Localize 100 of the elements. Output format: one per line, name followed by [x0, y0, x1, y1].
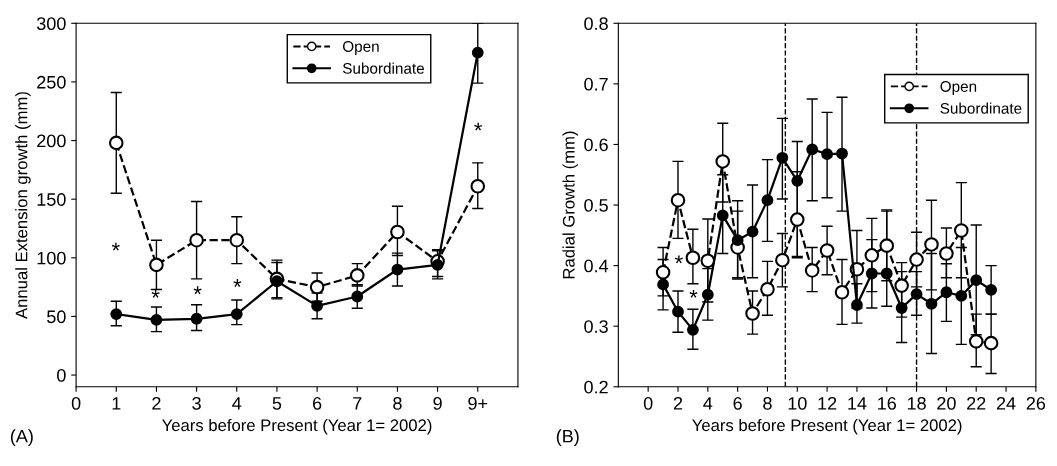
y-tick-label: 0.4 — [584, 259, 609, 273]
point — [657, 278, 669, 291]
point — [894, 278, 909, 293]
point — [670, 192, 686, 208]
y-tick-label: 0.8 — [584, 17, 608, 31]
point — [110, 308, 123, 320]
point — [431, 258, 444, 271]
point — [230, 308, 243, 320]
point — [836, 147, 848, 160]
point — [895, 302, 908, 314]
x-tick-label: 4 — [232, 397, 242, 410]
point — [701, 288, 714, 301]
x-tick-label: 18 — [907, 396, 926, 410]
x-tick-label: 9 — [433, 396, 442, 410]
point — [834, 284, 850, 300]
x-tick-label: 4 — [703, 397, 713, 410]
y-axis-title: Radial Growth (mm) — [562, 131, 578, 279]
point — [791, 174, 804, 187]
point — [229, 232, 245, 248]
point — [955, 290, 968, 302]
point — [746, 225, 759, 238]
x-tick-label: 14 — [848, 397, 867, 410]
x-axis-title: Years before Present (Year 1= 2002) — [692, 418, 962, 435]
legend-label: Open — [940, 81, 977, 95]
point — [685, 250, 701, 266]
y-tick-label: 200 — [37, 134, 66, 148]
point — [149, 257, 164, 273]
point — [940, 286, 953, 299]
point — [672, 305, 684, 318]
point — [189, 232, 204, 248]
point — [745, 306, 760, 321]
y-tick-label: 100 — [37, 251, 66, 265]
y-tick-label: 0.2 — [584, 380, 608, 394]
x-tick-label: 24 — [996, 396, 1016, 410]
y-tick-label: 300 — [36, 17, 66, 31]
x-tick-label: 6 — [733, 396, 742, 410]
point — [311, 299, 323, 312]
point — [108, 135, 124, 151]
x-tick-label: 0 — [71, 396, 81, 410]
point — [968, 334, 984, 349]
point — [271, 275, 283, 288]
x-tick-label: 1 — [112, 397, 121, 410]
point — [470, 178, 486, 194]
point — [970, 274, 983, 287]
x-tick-label: 8 — [763, 396, 772, 410]
point — [983, 335, 999, 351]
point — [985, 283, 998, 296]
point — [879, 238, 895, 253]
legend-label: Subordinate — [940, 102, 1022, 114]
x-tick-label: 16 — [878, 396, 896, 410]
y-tick-label: 0.7 — [584, 77, 608, 91]
point — [909, 252, 924, 267]
point — [716, 209, 729, 222]
point — [761, 194, 774, 207]
y-tick-label: 150 — [37, 193, 66, 206]
x-tick-label: 12 — [818, 396, 837, 410]
point — [865, 267, 878, 280]
point — [349, 268, 365, 283]
point — [190, 312, 203, 325]
point — [760, 281, 775, 297]
point — [910, 288, 923, 300]
point — [864, 248, 880, 263]
point — [939, 246, 954, 261]
legend-label: Open — [342, 41, 379, 55]
point — [391, 263, 404, 276]
annotation: * — [151, 290, 160, 298]
point — [715, 154, 731, 169]
point — [821, 148, 833, 161]
y-tick-label: 0 — [57, 368, 66, 382]
point — [851, 299, 863, 311]
point — [925, 297, 938, 310]
annotation: * — [111, 242, 120, 251]
x-tick-label: 20 — [937, 396, 956, 410]
y-axis-title: Annual Extension growth (mm) — [15, 92, 31, 319]
text: (A) — [10, 429, 33, 447]
x-tick-label: 2 — [152, 396, 161, 410]
x-tick-label: 0 — [643, 396, 653, 410]
point — [687, 323, 699, 336]
x-axis-title: Years before Present (Year 1= 2002) — [162, 418, 432, 435]
x-tick-label: 6 — [313, 396, 322, 410]
x-tick-label: 3 — [192, 396, 201, 410]
legend-label: Subordinate — [342, 62, 424, 74]
x-tick-label: 22 — [967, 396, 986, 410]
x-tick-label: 26 — [1026, 396, 1046, 410]
point — [731, 234, 744, 247]
y-tick-label: 0.6 — [584, 138, 608, 152]
point — [806, 143, 819, 156]
y-tick-label: 0.5 — [584, 198, 608, 212]
point — [351, 290, 364, 303]
x-tick-label: 5 — [272, 397, 282, 410]
point — [804, 263, 820, 278]
y-tick-label: 50 — [47, 310, 66, 324]
point — [150, 314, 163, 326]
x-tick-label: 9+ — [468, 396, 488, 410]
point — [471, 46, 484, 59]
point — [924, 237, 939, 252]
point — [655, 264, 671, 280]
x-tick-label: 8 — [393, 396, 402, 410]
point — [954, 223, 969, 238]
point — [880, 267, 893, 280]
